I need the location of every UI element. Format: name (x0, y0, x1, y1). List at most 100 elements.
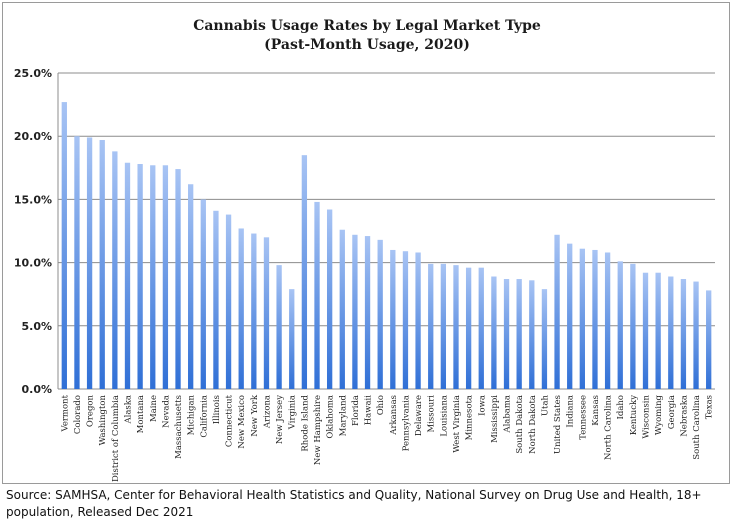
bar-new-jersey (276, 265, 282, 389)
x-tick-label: Kentucky (629, 395, 639, 435)
bar-alaska (124, 162, 131, 389)
gridlines (57, 72, 715, 390)
bar-district-of-columbia (112, 151, 118, 389)
x-tick-label: Oklahoma (326, 395, 336, 439)
x-tick-label: District of Columbia (111, 395, 121, 482)
bar-vermont (61, 102, 67, 389)
chart-subtitle: (Past-Month Usage, 2020) (264, 37, 470, 53)
bar-new-mexico (238, 228, 244, 389)
bar-washington (99, 139, 105, 389)
x-tick-label: Idaho (616, 395, 626, 419)
bar-wisconsin (642, 272, 649, 389)
x-tick-label: Utah (540, 394, 550, 416)
x-tick-label: Indiana (566, 395, 576, 428)
x-tick-label: Maryland (338, 394, 348, 436)
bar-mississippi (491, 276, 497, 389)
bars (61, 102, 712, 389)
x-tick-label: California (199, 395, 209, 438)
x-tick-label: New Hampshire (313, 395, 323, 465)
bar-new-hampshire (314, 201, 320, 389)
bar-maryland (339, 229, 345, 389)
bar-oregon (86, 137, 93, 389)
x-tick-label: Iowa (477, 395, 487, 416)
x-tick-label: Ohio (376, 395, 386, 415)
x-tick-label: United States (553, 395, 563, 454)
bar-kentucky (630, 263, 636, 389)
y-tick-label: 15.0% (14, 193, 52, 206)
x-tick-label: Massachusetts (174, 395, 184, 459)
x-tick-label: Georgia (667, 395, 677, 429)
x-tick-label: Tennessee (578, 395, 588, 440)
bar-connecticut (225, 214, 232, 389)
bar-virginia (289, 289, 295, 389)
x-tick-label: New Mexico (237, 395, 247, 449)
bar-alabama (503, 279, 510, 389)
y-axis: 0.0% 5.0% 10.0% 15.0% 20.0% 25.0% (14, 67, 52, 396)
bar-ohio (377, 239, 383, 389)
x-tick-label: Vermont (60, 394, 70, 432)
bar-colorado (74, 136, 80, 389)
x-tick-label: South Dakota (515, 395, 525, 454)
bar-illinois (213, 210, 219, 389)
source-note: Source: SAMHSA, Center for Behavioral He… (6, 488, 702, 519)
x-tick-label: Illinois (212, 395, 222, 424)
bar-minnesota (465, 267, 472, 389)
x-tick-label: New York (250, 394, 260, 436)
bar-maine (150, 165, 156, 389)
y-tick-label: 10.0% (14, 257, 52, 270)
x-tick-label: Wyoming (654, 394, 664, 435)
bar-california (200, 199, 206, 389)
y-tick-label: 0.0% (21, 383, 52, 396)
x-tick-label: Louisiana (439, 395, 449, 437)
bar-utah (541, 289, 548, 389)
x-tick-label: Virginia (288, 395, 298, 430)
bar-united-states (554, 234, 560, 389)
y-tick-label: 25.0% (14, 67, 52, 80)
x-tick-label: Rhode Island (300, 394, 310, 451)
y-tick-label: 20.0% (14, 130, 52, 143)
bar-south-carolina (693, 281, 699, 389)
x-tick-label: Kansas (591, 395, 601, 426)
bar-georgia (668, 276, 674, 389)
x-tick-label: Montana (136, 395, 146, 433)
x-tick-label: Washington (98, 394, 108, 445)
x-tick-label: Oregon (86, 394, 96, 427)
bar-indiana (567, 243, 573, 389)
x-tick-label: Michigan (187, 394, 197, 435)
x-tick-label: Hawaii (364, 395, 374, 426)
x-tick-label: Minnesota (465, 395, 475, 440)
x-tick-label: North Dakota (528, 395, 538, 454)
bar-massachusetts (175, 169, 181, 389)
bar-missouri (428, 263, 434, 389)
bar-louisiana (440, 263, 447, 389)
x-tick-label: Nebraska (679, 395, 689, 437)
x-tick-label: Delaware (414, 395, 424, 436)
x-tick-label: Arkansas (389, 395, 399, 436)
bar-new-york (251, 233, 257, 389)
x-tick-label: Mississippi (490, 395, 500, 443)
bar-pennsylvania (402, 251, 409, 389)
x-tick-label: Colorado (73, 395, 83, 434)
bar-chart: Cannabis Usage Rates by Legal Market Typ… (14, 18, 715, 482)
bar-south-dakota (516, 279, 522, 389)
x-tick-label: Arizona (262, 395, 272, 429)
x-tick-label: New Jersey (275, 395, 285, 444)
chart-area: Cannabis Usage Rates by Legal Market Typ… (2, 2, 730, 484)
bar-idaho (617, 261, 623, 389)
x-tick-label: Nevada (161, 395, 171, 428)
x-tick-label: Connecticut (225, 394, 235, 447)
bar-florida (352, 234, 358, 389)
bar-nebraska (680, 279, 687, 389)
bar-kansas (592, 249, 598, 389)
bar-arizona (263, 237, 270, 389)
x-tick-label: South Carolina (692, 395, 702, 460)
x-tick-label: Texas (705, 395, 715, 419)
x-tick-label: Maine (149, 395, 159, 422)
bar-west-virginia (453, 265, 459, 389)
bar-michigan (188, 184, 194, 389)
bar-iowa (478, 267, 484, 389)
bar-tennessee (579, 248, 585, 389)
x-tick-label: Pennsylvania (401, 395, 411, 451)
x-tick-label: Florida (351, 395, 361, 426)
x-tick-label: Wisconsin (642, 394, 652, 438)
